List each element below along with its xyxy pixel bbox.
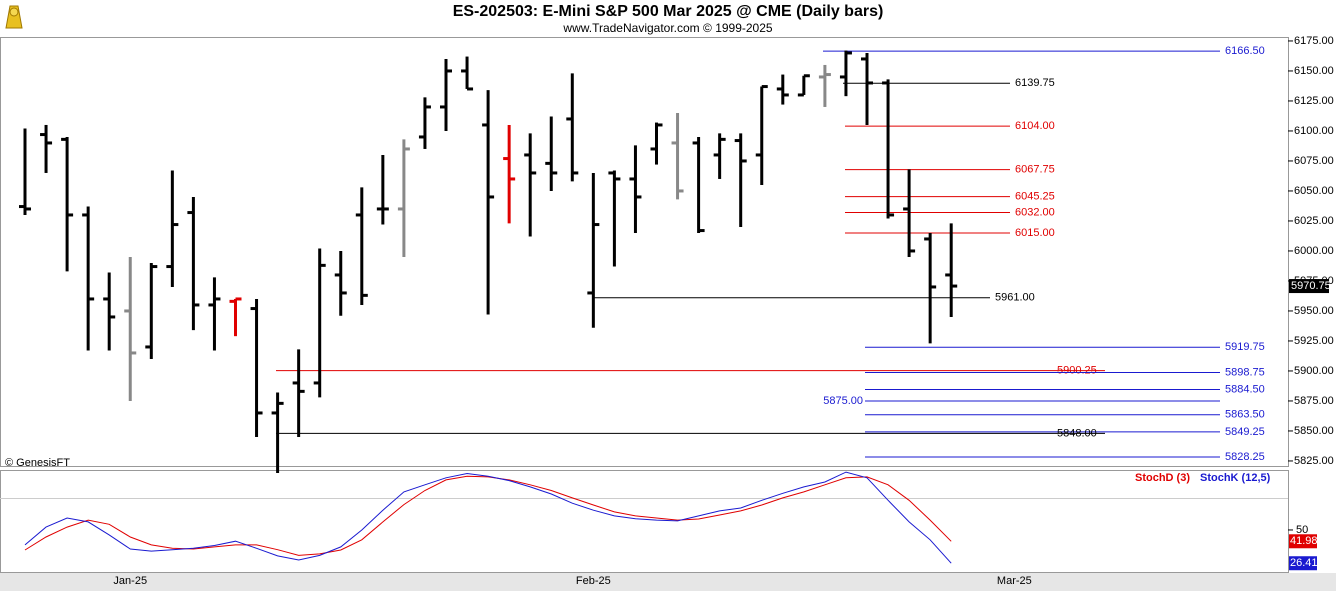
y-tick-label: 5925.00 (1294, 335, 1334, 347)
y-tick-label: 6125.00 (1294, 95, 1334, 107)
level-label: 6104.00 (1015, 120, 1055, 132)
y-tick-label: 5825.00 (1294, 455, 1334, 467)
y-tick-label: 6150.00 (1294, 65, 1334, 77)
x-tick-label: Jan-25 (113, 575, 147, 587)
y-tick-label: 50 (1296, 524, 1308, 536)
level-label: 5828.25 (1225, 451, 1265, 463)
level-label: 5884.50 (1225, 383, 1265, 395)
last-price-box (1289, 279, 1329, 294)
x-axis-strip (0, 573, 1336, 591)
level-label: 5898.75 (1225, 366, 1265, 378)
x-tick-label: Feb-25 (576, 575, 611, 587)
legend-entry: StochK (12,5) (1200, 472, 1271, 484)
level-label: 5849.25 (1225, 426, 1265, 438)
legend-entry: StochD (3) (1135, 472, 1190, 484)
y-tick-label: 5875.00 (1294, 395, 1334, 407)
y-tick-label: 6025.00 (1294, 215, 1334, 227)
y-tick-label: 5850.00 (1294, 425, 1334, 437)
y-tick-label: 6050.00 (1294, 185, 1334, 197)
price-panel (0, 37, 1289, 467)
level-label: 5919.75 (1225, 341, 1265, 353)
last-value-box (1289, 534, 1317, 549)
level-label: 5863.50 (1225, 409, 1265, 421)
level-label: 5961.00 (995, 292, 1035, 304)
y-tick-label: 6100.00 (1294, 125, 1334, 137)
y-tick-label: 5950.00 (1294, 305, 1334, 317)
last-value-label: 41.98 (1290, 535, 1318, 547)
last-price-label: 5970.75 (1291, 280, 1331, 292)
level-label: 5848.00 (1057, 427, 1097, 439)
stoch-line (24, 475, 952, 556)
level-label: 6067.75 (1015, 164, 1055, 176)
stoch-line (24, 471, 952, 564)
y-tick-label: 5900.00 (1294, 365, 1334, 377)
last-value-label: 26.41 (1290, 557, 1318, 569)
last-value-box (1289, 556, 1317, 571)
level-label: 6032.00 (1015, 206, 1055, 218)
y-tick-label: 6175.00 (1294, 35, 1334, 47)
x-tick-label: Mar-25 (997, 575, 1032, 587)
level-label: 6045.25 (1015, 191, 1055, 203)
chart-subtitle: www.TradeNavigator.com © 1999-2025 (562, 21, 772, 35)
stoch-panel (0, 470, 1289, 573)
chart-title: ES-202503: E-Mini S&P 500 Mar 2025 @ CME… (453, 3, 884, 20)
y-tick-label: 6000.00 (1294, 245, 1334, 257)
level-label: 5900.25 (1057, 365, 1097, 377)
y-tick-label: 6075.00 (1294, 155, 1334, 167)
level-label: 6139.75 (1015, 77, 1055, 89)
level-label: 6015.00 (1015, 227, 1055, 239)
level-label: 6166.50 (1225, 45, 1265, 57)
level-label: 5875.00 (823, 395, 863, 407)
watermark: © GenesisFT (5, 457, 70, 469)
logo (5, 5, 23, 29)
